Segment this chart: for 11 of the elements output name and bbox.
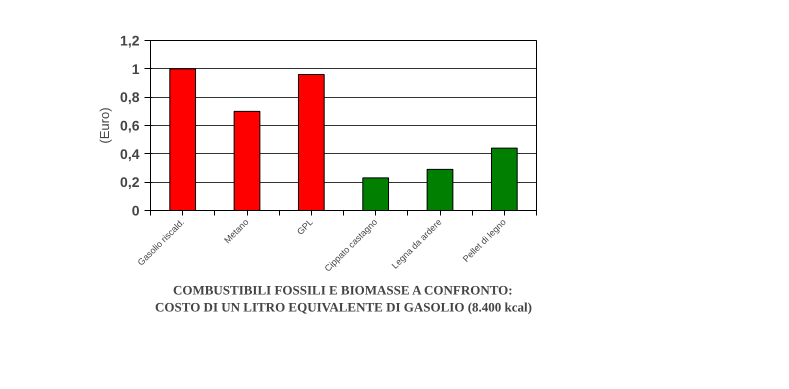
y-tick-label: 0,8 [120,89,140,106]
y-tick-label: 1 [132,60,140,77]
y-tick-label: 1,2 [120,32,140,48]
y-tick-label: 0,6 [120,118,140,134]
text: COMBUSTIBILI FOSSILI E BIOMASSE A CONFRONTO: [172,282,513,298]
y-tick-label: 0 [132,202,140,218]
y-tick-label: 0,4 [120,146,140,162]
y-axis-title: (Euro) [97,107,112,144]
y-tick-label: 0,2 [120,174,140,190]
x-tick-label: GPL [295,216,315,237]
text: COSTO DI UN LITRO EQUIVALENTE DI GASOLIO (8.400 kcal) [155,300,532,314]
